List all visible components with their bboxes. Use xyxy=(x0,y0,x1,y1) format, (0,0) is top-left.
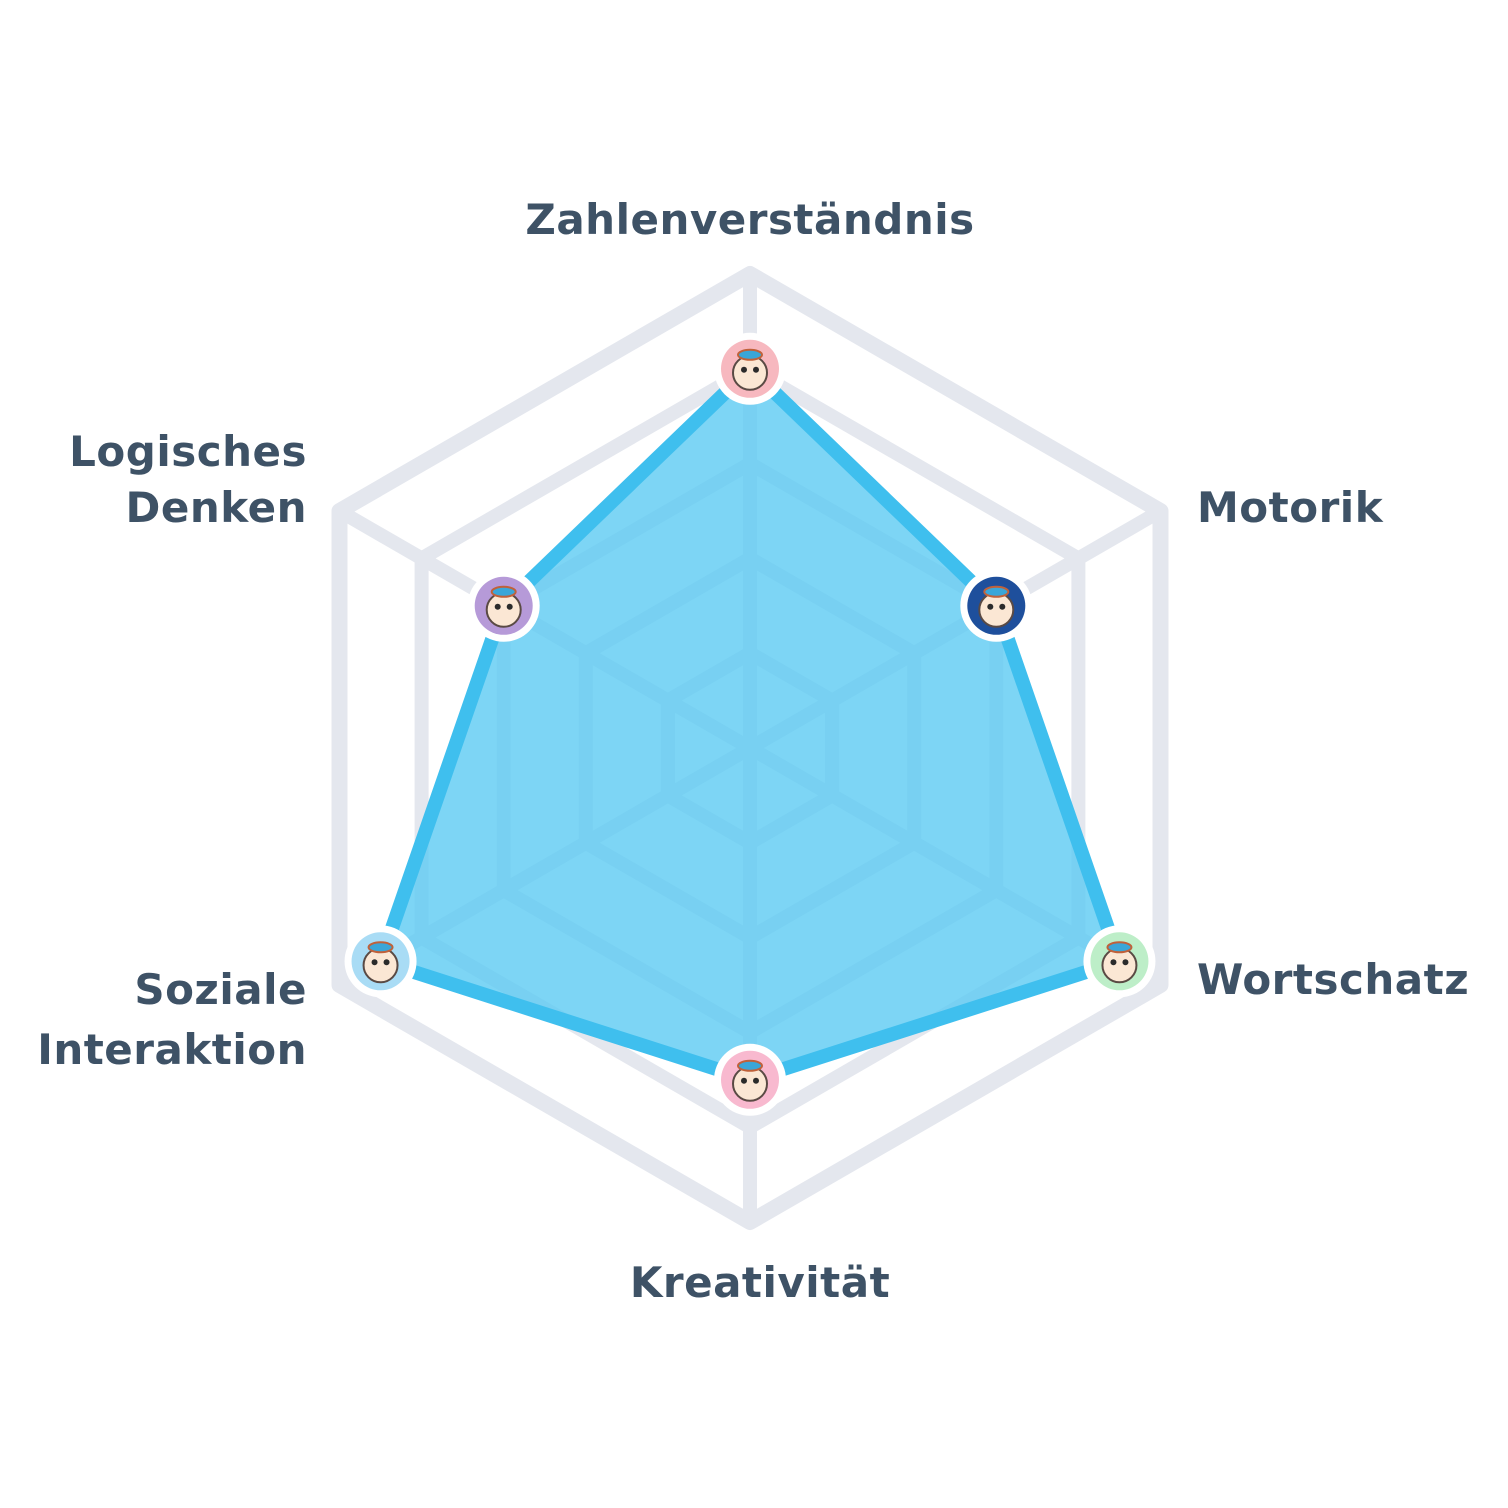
avatar-face xyxy=(978,591,1015,628)
axis-label-soziale-interaktion: Soziale Interaktion xyxy=(37,960,307,1080)
axis-label-motorik: Motorik xyxy=(1197,480,1383,536)
axis-label-logisches-denken: Logisches Denken xyxy=(69,424,307,536)
avatar-eye xyxy=(753,366,759,373)
avatar-face xyxy=(732,1065,768,1102)
avatar-goggles xyxy=(737,348,763,361)
avatar-goggles xyxy=(490,585,517,598)
avatar-face xyxy=(362,947,399,984)
avatar-goggles xyxy=(737,1059,763,1072)
avatar-eye xyxy=(753,1077,759,1084)
avatar-eye xyxy=(383,959,390,966)
axis-label-line: Interaktion xyxy=(37,1025,307,1074)
axis-label-wortschatz: Wortschatz xyxy=(1197,952,1469,1008)
axis-label-line: Wortschatz xyxy=(1197,955,1470,1004)
avatar-eye xyxy=(999,603,1006,610)
data-area xyxy=(373,361,1127,1087)
avatar-goggles xyxy=(367,941,394,954)
avatar-eye xyxy=(987,603,994,610)
axis-label-zahlenverstaendnis: Zahlenverständnis xyxy=(525,192,974,248)
avatar-goggles xyxy=(1106,941,1133,954)
avatar-face xyxy=(485,591,522,628)
axis-label-line: Soziale xyxy=(134,965,307,1014)
avatar-eye xyxy=(506,603,513,610)
avatar-eye xyxy=(1122,959,1129,966)
avatar-face xyxy=(732,354,768,391)
avatar-eye xyxy=(494,603,501,610)
avatar-eye xyxy=(1110,959,1117,966)
avatar-face xyxy=(1101,947,1138,984)
axis-label-line: Motorik xyxy=(1197,483,1384,532)
avatar-eye xyxy=(371,959,378,966)
axis-label-kreativitaet: Kreativität xyxy=(630,1255,890,1311)
avatar-eye xyxy=(741,366,747,373)
axis-label-line: Kreativität xyxy=(629,1258,891,1307)
axis-label-line: Denken xyxy=(125,483,307,532)
avatar-goggles xyxy=(983,585,1010,598)
axis-label-line: Zahlenverständnis xyxy=(525,195,975,244)
axis-label-line: Logisches xyxy=(69,427,307,476)
avatar-eye xyxy=(741,1077,747,1084)
